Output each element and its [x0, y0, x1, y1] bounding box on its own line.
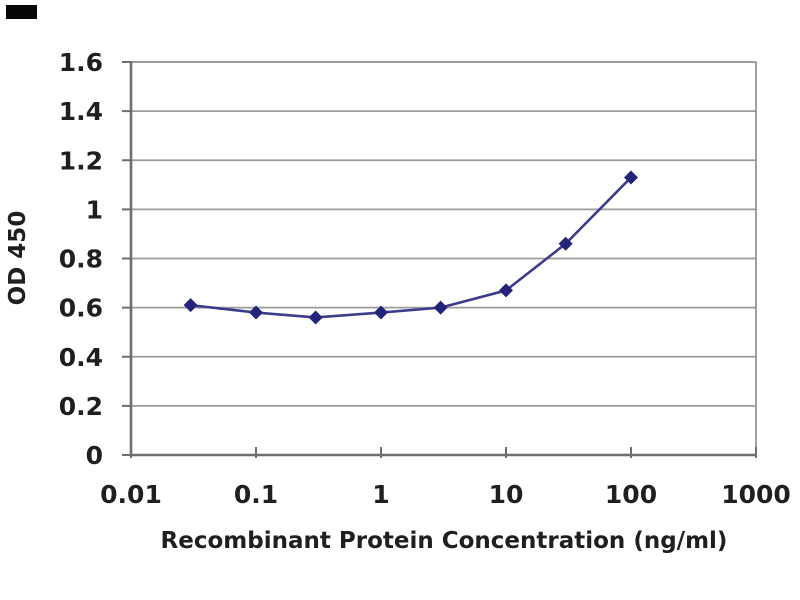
data-point-marker	[433, 300, 448, 315]
x-tick-label: 0.1	[234, 480, 278, 509]
x-tick-label: 100	[605, 480, 657, 509]
x-tick-label: 1000	[721, 480, 791, 509]
y-tick-label: 0	[86, 441, 103, 470]
y-axis-title: OD 450	[5, 210, 31, 306]
data-point-marker	[374, 305, 388, 320]
x-axis-title: Recombinant Protein Concentration (ng/ml…	[160, 528, 728, 554]
y-tick-label: 0.2	[59, 392, 103, 421]
y-tick-label: 1.2	[59, 146, 103, 175]
data-point-marker	[558, 236, 573, 251]
y-tick-label: 0.6	[59, 294, 103, 323]
y-tick-label: 0.8	[59, 245, 103, 274]
data-point-marker	[308, 310, 323, 325]
data-point-marker	[624, 170, 638, 185]
data-point-marker	[249, 305, 263, 320]
data-line	[190, 176, 632, 319]
data-point-marker	[183, 298, 198, 313]
y-tick-label: 1.4	[59, 97, 103, 126]
corner-artifact-mark	[6, 5, 37, 19]
x-tick-label: 10	[489, 480, 524, 509]
y-tick-label: 1	[86, 195, 103, 224]
x-tick-label: 1	[372, 480, 389, 509]
y-tick-label: 1.6	[59, 48, 103, 77]
y-tick-label: 0.4	[59, 343, 103, 372]
x-tick-label: 0.01	[100, 480, 162, 509]
data-point-marker	[499, 283, 513, 298]
